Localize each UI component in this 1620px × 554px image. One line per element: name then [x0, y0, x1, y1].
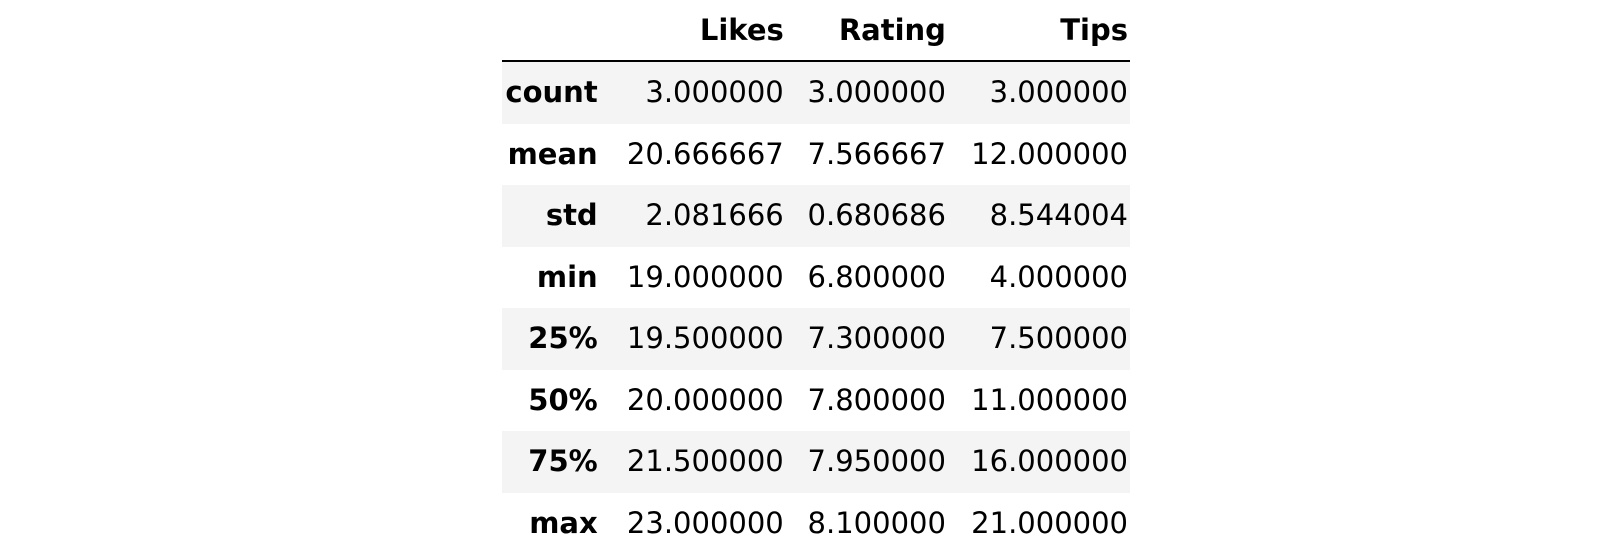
row-label: 75%: [502, 431, 604, 493]
cell-rating: 8.100000: [786, 493, 948, 554]
cell-likes: 20.000000: [604, 370, 786, 432]
cell-likes: 19.000000: [604, 247, 786, 309]
cell-rating: 0.680686: [786, 185, 948, 247]
row-label: max: [502, 493, 604, 554]
cell-likes: 20.666667: [604, 124, 786, 186]
cell-tips: 21.000000: [948, 493, 1130, 554]
cell-tips: 4.000000: [948, 247, 1130, 309]
column-header-tips: Tips: [948, 0, 1130, 61]
table-row: mean 20.666667 7.566667 12.000000: [502, 124, 1130, 186]
cell-tips: 3.000000: [948, 61, 1130, 124]
cell-rating: 6.800000: [786, 247, 948, 309]
cell-likes: 2.081666: [604, 185, 786, 247]
cell-rating: 3.000000: [786, 61, 948, 124]
cell-tips: 8.544004: [948, 185, 1130, 247]
cell-likes: 19.500000: [604, 308, 786, 370]
cell-tips: 11.000000: [948, 370, 1130, 432]
table-header: Likes Rating Tips: [502, 0, 1130, 61]
cell-rating: 7.950000: [786, 431, 948, 493]
cell-rating: 7.566667: [786, 124, 948, 186]
table-row: max 23.000000 8.100000 21.000000: [502, 493, 1130, 554]
column-header-likes: Likes: [604, 0, 786, 61]
table-row: 25% 19.500000 7.300000 7.500000: [502, 308, 1130, 370]
cell-likes: 3.000000: [604, 61, 786, 124]
cell-tips: 16.000000: [948, 431, 1130, 493]
column-header-rating: Rating: [786, 0, 948, 61]
row-label: count: [502, 61, 604, 124]
table-row: min 19.000000 6.800000 4.000000: [502, 247, 1130, 309]
table-row: 50% 20.000000 7.800000 11.000000: [502, 370, 1130, 432]
row-label: 50%: [502, 370, 604, 432]
cell-tips: 12.000000: [948, 124, 1130, 186]
row-label: std: [502, 185, 604, 247]
cell-rating: 7.800000: [786, 370, 948, 432]
row-label: 25%: [502, 308, 604, 370]
table-row: 75% 21.500000 7.950000 16.000000: [502, 431, 1130, 493]
index-header: [502, 0, 604, 61]
table-body: count 3.000000 3.000000 3.000000 mean 20…: [502, 61, 1130, 554]
cell-likes: 23.000000: [604, 493, 786, 554]
row-label: min: [502, 247, 604, 309]
table-row: count 3.000000 3.000000 3.000000: [502, 61, 1130, 124]
header-row: Likes Rating Tips: [502, 0, 1130, 61]
cell-likes: 21.500000: [604, 431, 786, 493]
table-row: std 2.081666 0.680686 8.544004: [502, 185, 1130, 247]
cell-rating: 7.300000: [786, 308, 948, 370]
cell-tips: 7.500000: [948, 308, 1130, 370]
row-label: mean: [502, 124, 604, 186]
describe-table: Likes Rating Tips count 3.000000 3.00000…: [502, 0, 1130, 554]
